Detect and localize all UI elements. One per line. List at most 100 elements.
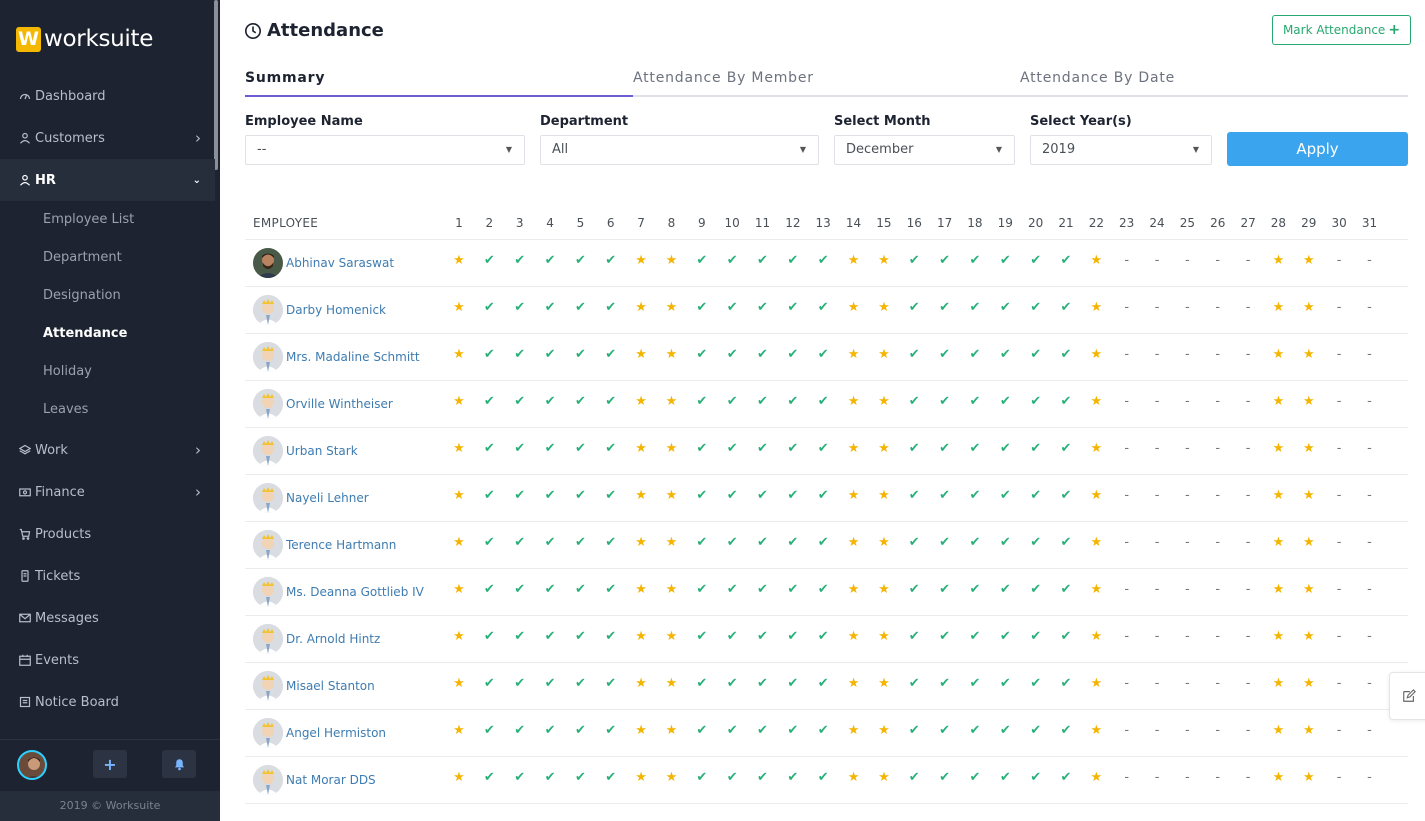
holiday-star-icon[interactable]: ★ xyxy=(665,300,678,315)
present-check-icon[interactable]: ✔ xyxy=(1060,253,1072,268)
select-month-select[interactable]: December ▼ xyxy=(834,135,1015,165)
avatar[interactable] xyxy=(253,718,283,748)
avatar[interactable] xyxy=(253,765,283,795)
present-check-icon[interactable]: ✔ xyxy=(574,676,586,691)
employee-name-link[interactable]: Nat Morar DDS xyxy=(286,773,376,787)
present-check-icon[interactable]: ✔ xyxy=(908,253,920,268)
present-check-icon[interactable]: ✔ xyxy=(787,441,799,456)
present-check-icon[interactable]: ✔ xyxy=(817,629,829,644)
avatar[interactable] xyxy=(253,483,283,513)
present-check-icon[interactable]: ✔ xyxy=(1030,488,1042,503)
present-check-icon[interactable]: ✔ xyxy=(999,723,1011,738)
holiday-star-icon[interactable]: ★ xyxy=(1272,441,1285,456)
present-check-icon[interactable]: ✔ xyxy=(726,347,738,362)
present-check-icon[interactable]: ✔ xyxy=(1060,723,1072,738)
present-check-icon[interactable]: ✔ xyxy=(605,770,617,785)
present-check-icon[interactable]: ✔ xyxy=(726,723,738,738)
present-check-icon[interactable]: ✔ xyxy=(939,347,951,362)
present-check-icon[interactable]: ✔ xyxy=(817,535,829,550)
present-check-icon[interactable]: ✔ xyxy=(817,676,829,691)
employee-name-link[interactable]: Urban Stark xyxy=(286,444,358,458)
present-check-icon[interactable]: ✔ xyxy=(514,676,526,691)
holiday-star-icon[interactable]: ★ xyxy=(635,347,647,362)
holiday-star-icon[interactable]: ★ xyxy=(878,629,890,644)
notifications-button[interactable] xyxy=(162,750,196,778)
present-check-icon[interactable]: ✔ xyxy=(544,629,556,644)
present-check-icon[interactable]: ✔ xyxy=(544,676,556,691)
present-check-icon[interactable]: ✔ xyxy=(969,488,981,503)
present-check-icon[interactable]: ✔ xyxy=(939,629,951,644)
present-check-icon[interactable]: ✔ xyxy=(574,723,586,738)
holiday-star-icon[interactable]: ★ xyxy=(847,488,860,503)
holiday-star-icon[interactable]: ★ xyxy=(1272,347,1285,362)
present-check-icon[interactable]: ✔ xyxy=(757,347,768,362)
sidebar-subitem-designation[interactable]: Designation xyxy=(43,288,121,303)
present-check-icon[interactable]: ✔ xyxy=(757,535,768,550)
holiday-star-icon[interactable]: ★ xyxy=(1090,770,1103,785)
holiday-star-icon[interactable]: ★ xyxy=(453,441,465,456)
present-check-icon[interactable]: ✔ xyxy=(696,347,708,362)
holiday-star-icon[interactable]: ★ xyxy=(635,629,647,644)
holiday-star-icon[interactable]: ★ xyxy=(1302,629,1315,644)
present-check-icon[interactable]: ✔ xyxy=(726,441,738,456)
present-check-icon[interactable]: ✔ xyxy=(605,347,617,362)
holiday-star-icon[interactable]: ★ xyxy=(1272,535,1285,550)
present-check-icon[interactable]: ✔ xyxy=(969,535,981,550)
holiday-star-icon[interactable]: ★ xyxy=(453,723,465,738)
holiday-star-icon[interactable]: ★ xyxy=(1272,723,1285,738)
holiday-star-icon[interactable]: ★ xyxy=(1272,629,1285,644)
present-check-icon[interactable]: ✔ xyxy=(605,723,617,738)
select-year-select[interactable]: 2019 ▼ xyxy=(1030,135,1212,165)
present-check-icon[interactable]: ✔ xyxy=(999,441,1011,456)
present-check-icon[interactable]: ✔ xyxy=(514,253,526,268)
holiday-star-icon[interactable]: ★ xyxy=(635,253,647,268)
present-check-icon[interactable]: ✔ xyxy=(939,723,951,738)
present-check-icon[interactable]: ✔ xyxy=(757,253,768,268)
present-check-icon[interactable]: ✔ xyxy=(817,441,829,456)
present-check-icon[interactable]: ✔ xyxy=(999,300,1011,315)
present-check-icon[interactable]: ✔ xyxy=(726,394,738,409)
present-check-icon[interactable]: ✔ xyxy=(999,676,1011,691)
holiday-star-icon[interactable]: ★ xyxy=(1090,488,1103,503)
holiday-star-icon[interactable]: ★ xyxy=(453,347,465,362)
holiday-star-icon[interactable]: ★ xyxy=(635,770,647,785)
sidebar-item-dashboard[interactable]: Dashboard xyxy=(0,75,215,117)
present-check-icon[interactable]: ✔ xyxy=(999,347,1011,362)
present-check-icon[interactable]: ✔ xyxy=(908,300,920,315)
present-check-icon[interactable]: ✔ xyxy=(999,770,1011,785)
sidebar-item-finance[interactable]: Finance › xyxy=(0,471,215,513)
holiday-star-icon[interactable]: ★ xyxy=(453,629,465,644)
present-check-icon[interactable]: ✔ xyxy=(969,676,981,691)
present-check-icon[interactable]: ✔ xyxy=(757,770,768,785)
present-check-icon[interactable]: ✔ xyxy=(696,441,708,456)
avatar[interactable] xyxy=(253,389,283,419)
avatar[interactable] xyxy=(253,671,283,701)
holiday-star-icon[interactable]: ★ xyxy=(847,347,860,362)
present-check-icon[interactable]: ✔ xyxy=(1030,676,1042,691)
present-check-icon[interactable]: ✔ xyxy=(696,535,708,550)
holiday-star-icon[interactable]: ★ xyxy=(1272,394,1285,409)
present-check-icon[interactable]: ✔ xyxy=(969,582,981,597)
tab-summary[interactable]: Summary xyxy=(245,70,326,86)
holiday-star-icon[interactable]: ★ xyxy=(847,394,860,409)
holiday-star-icon[interactable]: ★ xyxy=(878,723,890,738)
present-check-icon[interactable]: ✔ xyxy=(1030,723,1042,738)
present-check-icon[interactable]: ✔ xyxy=(574,488,586,503)
present-check-icon[interactable]: ✔ xyxy=(483,723,495,738)
holiday-star-icon[interactable]: ★ xyxy=(1302,253,1315,268)
present-check-icon[interactable]: ✔ xyxy=(787,770,799,785)
employee-name-link[interactable]: Orville Wintheiser xyxy=(286,397,393,411)
present-check-icon[interactable]: ✔ xyxy=(696,770,708,785)
holiday-star-icon[interactable]: ★ xyxy=(1272,770,1285,785)
present-check-icon[interactable]: ✔ xyxy=(757,676,768,691)
holiday-star-icon[interactable]: ★ xyxy=(847,253,860,268)
present-check-icon[interactable]: ✔ xyxy=(817,488,829,503)
present-check-icon[interactable]: ✔ xyxy=(483,488,495,503)
present-check-icon[interactable]: ✔ xyxy=(483,300,495,315)
present-check-icon[interactable]: ✔ xyxy=(757,723,768,738)
present-check-icon[interactable]: ✔ xyxy=(696,253,708,268)
present-check-icon[interactable]: ✔ xyxy=(574,300,586,315)
holiday-star-icon[interactable]: ★ xyxy=(453,582,465,597)
present-check-icon[interactable]: ✔ xyxy=(696,394,708,409)
present-check-icon[interactable]: ✔ xyxy=(696,582,708,597)
